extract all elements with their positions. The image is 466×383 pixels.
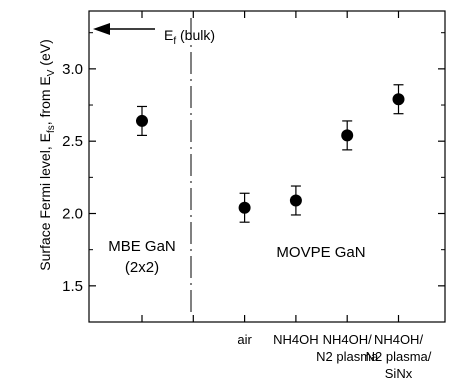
data-point bbox=[289, 185, 302, 216]
data-point bbox=[341, 120, 354, 151]
y-axis-label-end: (eV) bbox=[37, 39, 53, 69]
point-marker bbox=[238, 201, 251, 214]
mbe-label-line1: MBE GaN bbox=[108, 238, 176, 255]
y-axis-label: Surface Fermi level, Efs, from EV (eV) bbox=[37, 39, 57, 271]
point-marker bbox=[136, 114, 148, 127]
x-tick-label: N2 plasma/ bbox=[366, 349, 432, 364]
y-ticks: 1.5 2.0 2.5 3.0 bbox=[62, 32, 445, 295]
x-tick-label: SiNx bbox=[385, 366, 413, 381]
point-marker bbox=[392, 93, 405, 106]
ef-sub: f bbox=[173, 36, 176, 47]
data-point bbox=[136, 105, 148, 136]
x-tick-label: NH4OH/ bbox=[323, 332, 373, 347]
ef-arrow-head bbox=[93, 23, 110, 35]
mbe-label-line2: (2x2) bbox=[125, 259, 159, 276]
y-tick-label: 2.0 bbox=[62, 206, 83, 223]
y-tick-label: 2.5 bbox=[62, 133, 83, 150]
ef-bulk-label: Ef (bulk) bbox=[164, 27, 215, 47]
y-axis-label-sub1: fs bbox=[46, 125, 57, 133]
y-tick-label: 1.5 bbox=[62, 278, 83, 295]
x-tick-label: NH4OH/ bbox=[374, 332, 424, 347]
ef-bulk-annotation: Ef (bulk) bbox=[93, 23, 215, 47]
x-tick-label: air bbox=[237, 332, 252, 347]
x-ticks: air NH4OH NH4OH/N2 plasma NH4OH/N2 plasma/S… bbox=[141, 11, 432, 381]
y-axis-label-main: Surface Fermi level, E bbox=[37, 133, 53, 271]
plot-frame bbox=[88, 10, 446, 323]
point-marker bbox=[289, 194, 302, 207]
data-point bbox=[392, 84, 405, 115]
data-points bbox=[136, 84, 405, 223]
point-marker bbox=[341, 129, 354, 142]
y-tick-label: 3.0 bbox=[62, 61, 83, 78]
y-axis-label-sub2: V bbox=[46, 69, 57, 76]
y-axis-label-mid: , from E bbox=[37, 76, 53, 125]
ef-rest: (bulk) bbox=[176, 27, 215, 43]
data-point bbox=[238, 192, 251, 223]
x-tick-label: N2 plasma bbox=[316, 349, 379, 364]
movpe-label: MOVPE GaN bbox=[276, 244, 365, 261]
ef-main: E bbox=[164, 27, 173, 43]
x-tick-label: NH4OH bbox=[273, 332, 319, 347]
